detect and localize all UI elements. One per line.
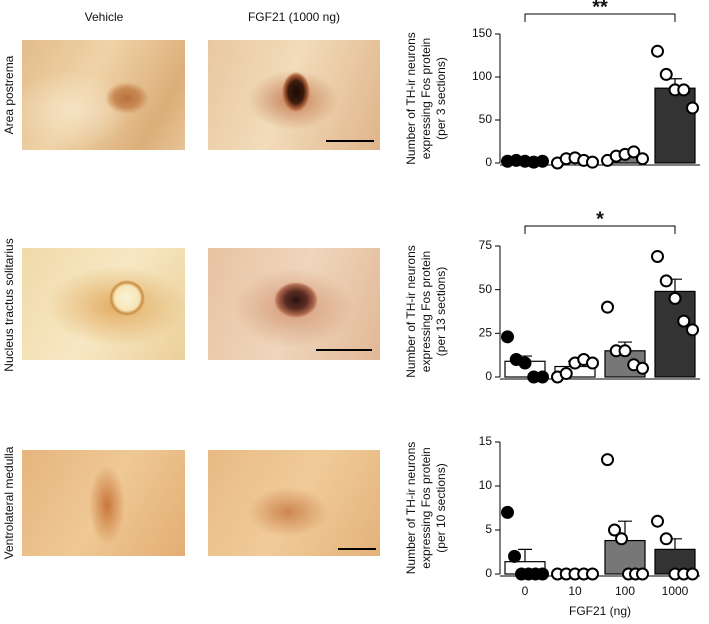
data-point	[636, 152, 649, 166]
y-axis-label: Number of TH-ir neurons	[404, 245, 418, 378]
y-tick-label: 50	[479, 112, 493, 126]
data-point	[659, 274, 673, 288]
data-point	[686, 323, 699, 337]
micrograph	[208, 248, 380, 360]
data-point	[536, 370, 549, 384]
x-tick-label: 100	[615, 584, 635, 598]
data-point	[668, 291, 682, 305]
data-point	[686, 101, 699, 115]
y-axis-label: Number of TH-ir neurons	[404, 32, 418, 165]
data-point	[659, 532, 673, 546]
y-axis-label: (per 3 sections)	[434, 57, 448, 140]
data-point	[508, 549, 521, 563]
y-tick-label: 5	[485, 522, 492, 536]
significance-bracket	[524, 225, 676, 234]
y-tick-label: 10	[479, 478, 493, 492]
x-tick-label: 0	[522, 584, 529, 598]
data-point	[608, 523, 621, 537]
micrograph	[22, 248, 185, 360]
column-title: FGF21 (1000 ng)	[248, 10, 340, 24]
significance-label: **	[592, 0, 608, 18]
data-point	[636, 361, 649, 375]
y-tick-label: 0	[485, 369, 492, 383]
data-point	[686, 567, 699, 581]
micrograph	[22, 40, 185, 150]
micrograph	[208, 450, 380, 556]
data-point	[501, 330, 514, 344]
significance-bracket	[524, 13, 676, 22]
data-point	[651, 249, 664, 263]
x-axis-label: FGF21 (ng)	[569, 604, 631, 618]
row-label: Area postrema	[2, 55, 16, 134]
data-point	[536, 567, 549, 581]
data-point	[601, 300, 614, 314]
y-axis-label: (per 10 sections)	[434, 463, 448, 552]
data-point	[651, 514, 664, 528]
data-point	[536, 154, 549, 168]
micrograph	[208, 40, 380, 150]
y-tick-label: 75	[479, 238, 493, 252]
data-point	[677, 314, 691, 328]
y-axis-label: expressing Fos protein	[419, 251, 433, 372]
y-tick-label: 0	[485, 566, 492, 580]
y-axis-label: (per 13 sections)	[434, 267, 448, 356]
significance-label: *	[596, 208, 604, 230]
y-tick-label: 0	[485, 155, 492, 169]
y-tick-label: 50	[479, 282, 493, 296]
data-point	[615, 532, 628, 546]
x-tick-label: 10	[568, 584, 582, 598]
data-point	[677, 83, 691, 97]
data-point	[586, 356, 599, 370]
data-point	[636, 567, 649, 581]
y-tick-label: 15	[479, 434, 493, 448]
data-point	[651, 44, 664, 58]
data-point	[586, 567, 599, 581]
data-point	[601, 453, 614, 467]
y-tick-label: 25	[479, 326, 493, 340]
row-label: Ventrolateral medulla	[2, 446, 16, 559]
bar	[654, 87, 696, 164]
data-point	[659, 67, 673, 81]
y-axis-label: Number of TH-ir neurons	[404, 442, 418, 575]
error-bar	[518, 548, 532, 562]
data-point	[618, 344, 632, 358]
y-axis-label: expressing Fos protein	[419, 38, 433, 159]
data-point	[586, 155, 599, 169]
row-label: Nucleus tractus solitarius	[2, 238, 16, 371]
y-tick-label: 100	[472, 69, 492, 83]
column-title: Vehicle	[85, 10, 124, 24]
y-tick-label: 150	[472, 26, 492, 40]
data-point	[559, 367, 573, 381]
data-point	[518, 356, 532, 370]
micrograph	[22, 450, 185, 556]
y-axis-label: expressing Fos protein	[419, 447, 433, 568]
x-tick-label: 1000	[662, 584, 689, 598]
data-point	[627, 145, 641, 159]
data-point	[501, 505, 514, 519]
